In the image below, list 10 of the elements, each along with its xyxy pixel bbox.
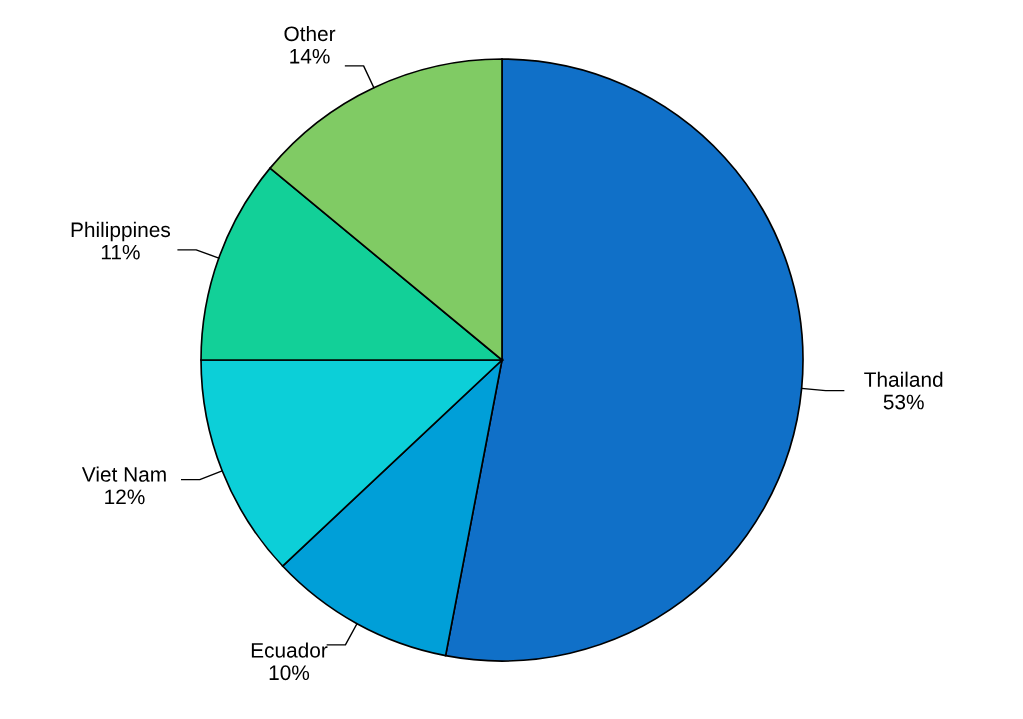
- slice-label: Viet Nam: [81, 466, 166, 482]
- slice-label: Ecuador: [251, 642, 328, 658]
- slice-label: Other: [284, 25, 336, 42]
- data-label: 53%: [883, 394, 924, 410]
- data-label: 12%: [105, 489, 145, 505]
- slice-label: Philippines: [71, 221, 171, 242]
- slice-label: Thailand: [864, 371, 943, 387]
- data-label: 14%: [290, 48, 330, 64]
- data-label: 11%: [101, 244, 140, 260]
- data-label: 10%: [269, 665, 310, 681]
